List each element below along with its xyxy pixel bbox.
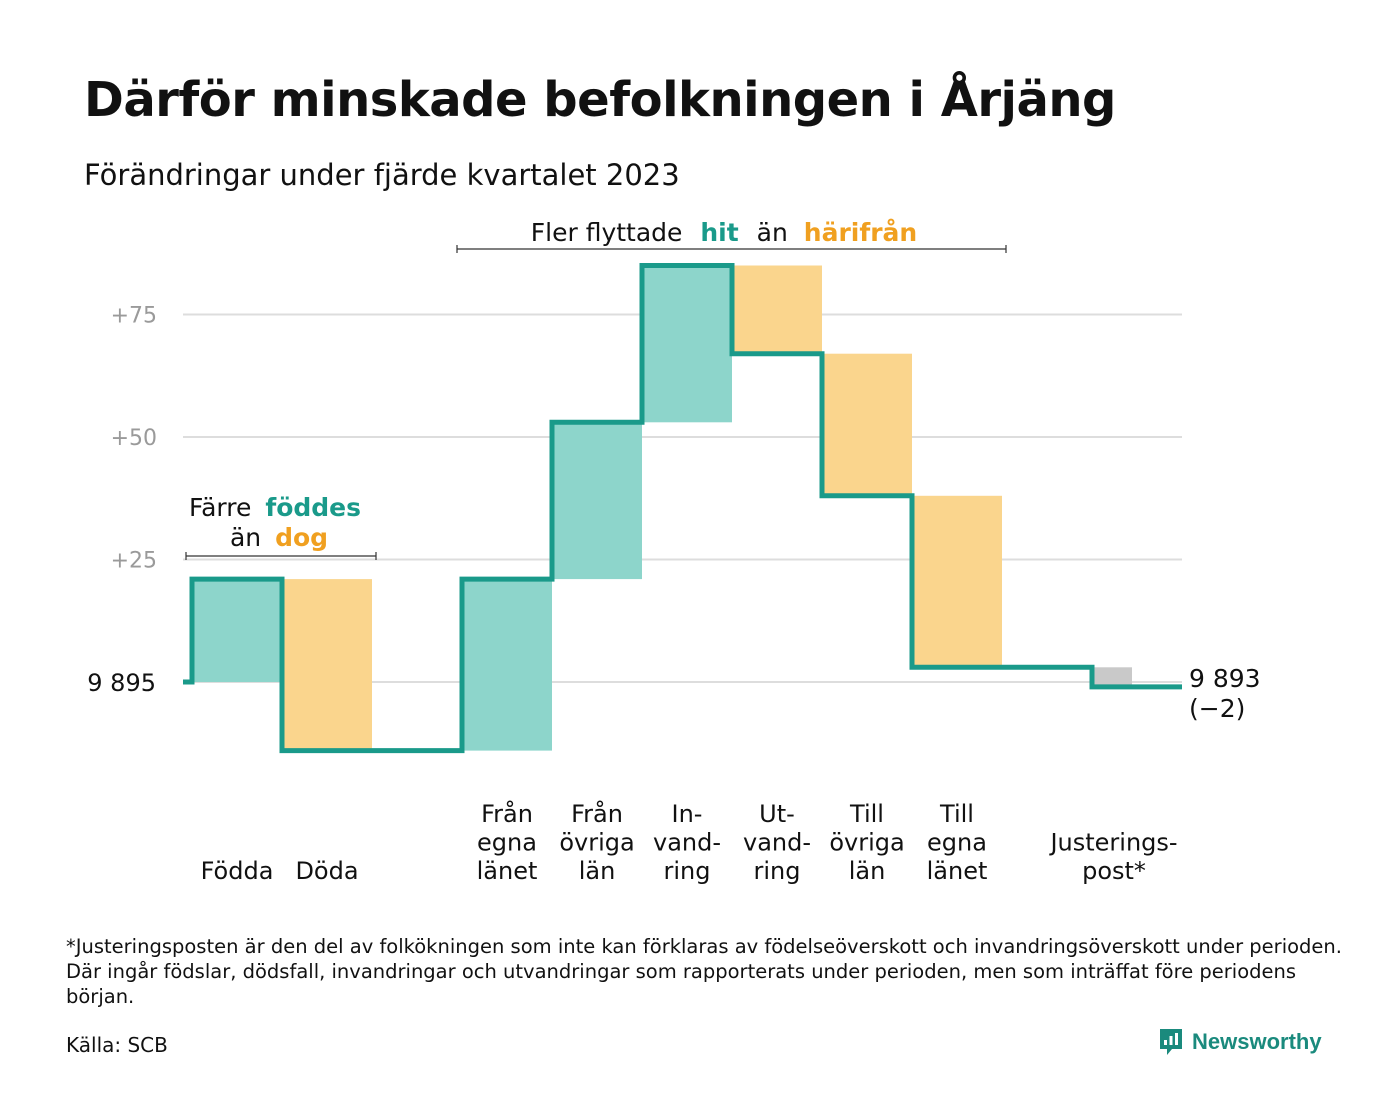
x-axis-label: vand- bbox=[743, 829, 811, 857]
x-axis-label: övriga bbox=[559, 829, 634, 857]
x-axis-label: Justerings- bbox=[1048, 829, 1177, 857]
waterfall-bar bbox=[912, 495, 1002, 668]
x-axis-label: Till bbox=[939, 800, 974, 828]
x-axis-label: post* bbox=[1082, 857, 1146, 885]
x-axis-label: egna bbox=[927, 829, 987, 857]
chart-title: Därför minskade befolkningen i Årjäng bbox=[84, 72, 1116, 128]
waterfall-bar bbox=[282, 579, 372, 751]
waterfall-bar bbox=[552, 422, 642, 580]
x-axis-label: länet bbox=[477, 857, 538, 885]
waterfall-bar bbox=[192, 579, 282, 682]
x-axis-label: övriga bbox=[829, 829, 904, 857]
annotation-middle: än bbox=[230, 523, 261, 552]
births-deaths-annotation-line1: Färre föddes bbox=[189, 493, 361, 522]
end-change-label: (−2) bbox=[1189, 694, 1245, 723]
annotation-middle: än bbox=[757, 218, 788, 247]
x-axis-label: ring bbox=[754, 857, 801, 885]
annotation-highlight-here: hit bbox=[700, 218, 738, 247]
annotation-prefix: Färre bbox=[189, 493, 251, 522]
brand-logo: Newsworthy bbox=[1158, 1027, 1322, 1057]
chart-subtitle: Förändringar under fjärde kvartalet 2023 bbox=[84, 158, 680, 192]
source-note: Källa: SCB bbox=[66, 1033, 168, 1057]
x-axis-label: län bbox=[849, 857, 886, 885]
waterfall-bar bbox=[642, 265, 732, 423]
annotation-highlight-away: härifrån bbox=[804, 218, 917, 247]
y-tick-label: +50 bbox=[111, 426, 157, 451]
annotation-highlight-died: dog bbox=[275, 523, 328, 552]
migration-annotation: Fler flyttade hit än härifrån bbox=[531, 218, 917, 247]
births-deaths-bracket bbox=[185, 552, 377, 560]
x-axis-label: Från bbox=[571, 799, 623, 828]
waterfall-bar bbox=[462, 579, 552, 751]
births-deaths-annotation-line2: än dog bbox=[230, 523, 328, 552]
waterfall-bar bbox=[822, 353, 912, 496]
x-axis-label: vand- bbox=[653, 829, 721, 857]
x-axis-label: ring bbox=[664, 857, 711, 885]
waterfall-chart: +25+50+75 Födda DödaFrånegnalänetFrånövri… bbox=[87, 218, 1261, 885]
x-axis-label: Ut- bbox=[759, 800, 795, 828]
x-axis-labels: Födda DödaFrånegnalänetFrånövrigalänIn-va… bbox=[201, 799, 1178, 885]
waterfall-bar bbox=[1092, 667, 1132, 687]
x-axis-label: län bbox=[579, 857, 616, 885]
y-axis-ticks: +25 +50 +75 bbox=[111, 304, 157, 574]
bars bbox=[192, 265, 1132, 751]
x-axis-label: Till bbox=[849, 800, 884, 828]
waterfall-bar bbox=[732, 265, 822, 354]
annotations: Färre föddes än dog Fler flyttade hit än… bbox=[185, 218, 1007, 560]
migration-bracket bbox=[456, 245, 1007, 253]
x-axis-label: Födda bbox=[201, 857, 274, 885]
x-axis-label: länet bbox=[927, 857, 988, 885]
footnote: *Justeringsposten är den del av folkökni… bbox=[66, 935, 1342, 1008]
annotation-prefix: Fler flyttade bbox=[531, 218, 683, 247]
running-total-line bbox=[183, 263, 1182, 754]
x-axis-label: Från bbox=[481, 799, 533, 828]
x-axis-label: egna bbox=[477, 829, 537, 857]
annotation-highlight-born: föddes bbox=[265, 493, 361, 522]
x-axis-label: In- bbox=[672, 800, 703, 828]
y-tick-label: +25 bbox=[111, 549, 157, 574]
brand-name: Newsworthy bbox=[1192, 1029, 1322, 1054]
start-value-label: 9 895 bbox=[87, 669, 156, 697]
y-tick-label: +75 bbox=[111, 304, 157, 329]
end-value-label: 9 893 bbox=[1189, 664, 1261, 693]
newsworthy-logo-icon bbox=[1160, 1029, 1182, 1055]
x-axis-label: Döda bbox=[295, 857, 358, 885]
running-total-path bbox=[183, 263, 1182, 754]
